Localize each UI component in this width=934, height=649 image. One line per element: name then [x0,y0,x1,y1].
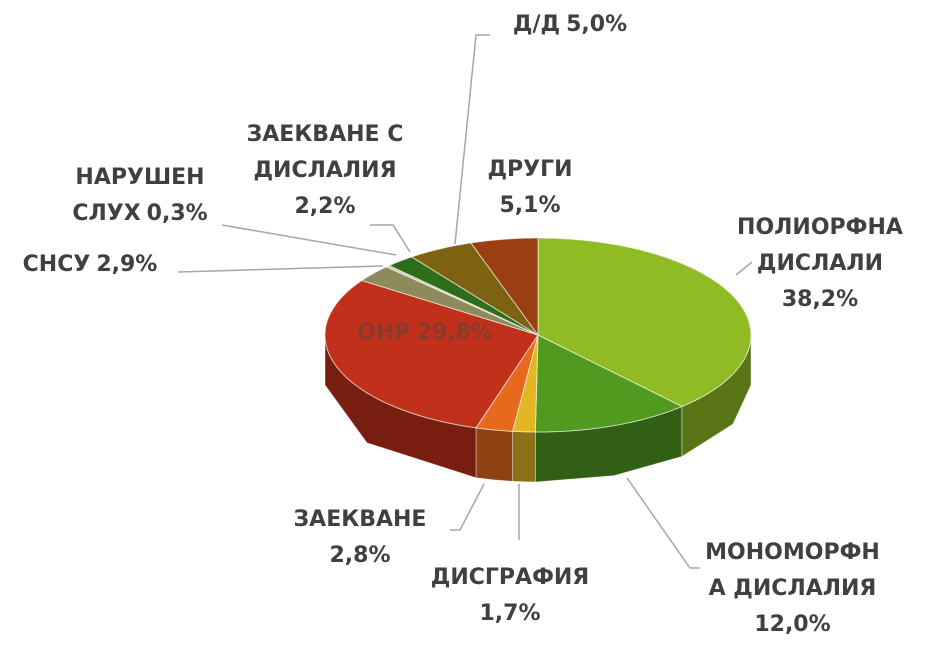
label-value: 2,8% [329,543,391,568]
label-name: Д/Д [512,12,561,37]
slice-label: ЗАЕКВАНЕ 2,8% [280,502,440,574]
leader-line [735,261,753,276]
label-name: ДИСГРАФИЯ [430,565,590,590]
slices [324,237,752,483]
slice-label: МОНОМОРФНА ДИСЛАЛИЯ 12,0% [700,535,885,643]
slice-label: ПОЛИОРФНА ДИСЛАЛИ 38,2% [720,210,920,318]
leader-lines [177,34,753,569]
slice-side [475,427,514,482]
slice-side [512,430,536,483]
label-value: 29,8% [416,320,493,345]
label-name: ЗАЕКВАНЕ [293,507,427,532]
label-value: 12,0% [754,612,831,637]
label-value: 5,1% [499,193,561,218]
label-value: 0,3% [146,201,208,226]
slice [537,237,752,408]
label-name: ПОЛИОРФНА ДИСЛАЛИ [737,215,903,276]
slice-label: Д/Д 5,0% [480,7,660,43]
leader-line [626,477,700,569]
slice-label: СНСУ 2,9% [0,247,180,283]
slice [410,242,539,336]
leader-line [454,34,490,245]
leader-line [221,224,397,256]
slice [388,256,539,336]
slice-label: НАРУШЕН СЛУХ 0,3% [45,160,235,232]
label-name: МОНОМОРФНА ДИСЛАЛИЯ [705,540,880,601]
label-name: ЗАЕКВАНЕ С ДИСЛАЛИЯ [246,122,404,183]
label-value: 2,2% [294,194,356,219]
slice [470,237,539,337]
label-value: 2,9% [96,252,158,277]
slice [534,334,684,433]
slice-label: ДРУГИ 5,1% [460,152,600,224]
leader-line [177,265,384,273]
label-name: ОНР [357,320,411,345]
label-name: СНСУ [22,252,91,277]
label-value: 5,0% [566,12,628,37]
slice-label: ОНР 29,8% [325,315,525,351]
leader-line [370,224,411,253]
label-value: 38,2% [781,287,859,312]
leader-line [450,483,485,531]
slice-label: ДИСГРАФИЯ 1,7% [420,560,600,632]
slice [324,279,539,429]
label-name: НАРУШЕН СЛУХ [72,165,205,226]
label-name: ДРУГИ [487,157,573,182]
slice-label: ЗАЕКВАНЕ С ДИСЛАЛИЯ 2,2% [225,117,425,225]
label-value: 1,7% [479,601,541,626]
slice [360,266,539,336]
